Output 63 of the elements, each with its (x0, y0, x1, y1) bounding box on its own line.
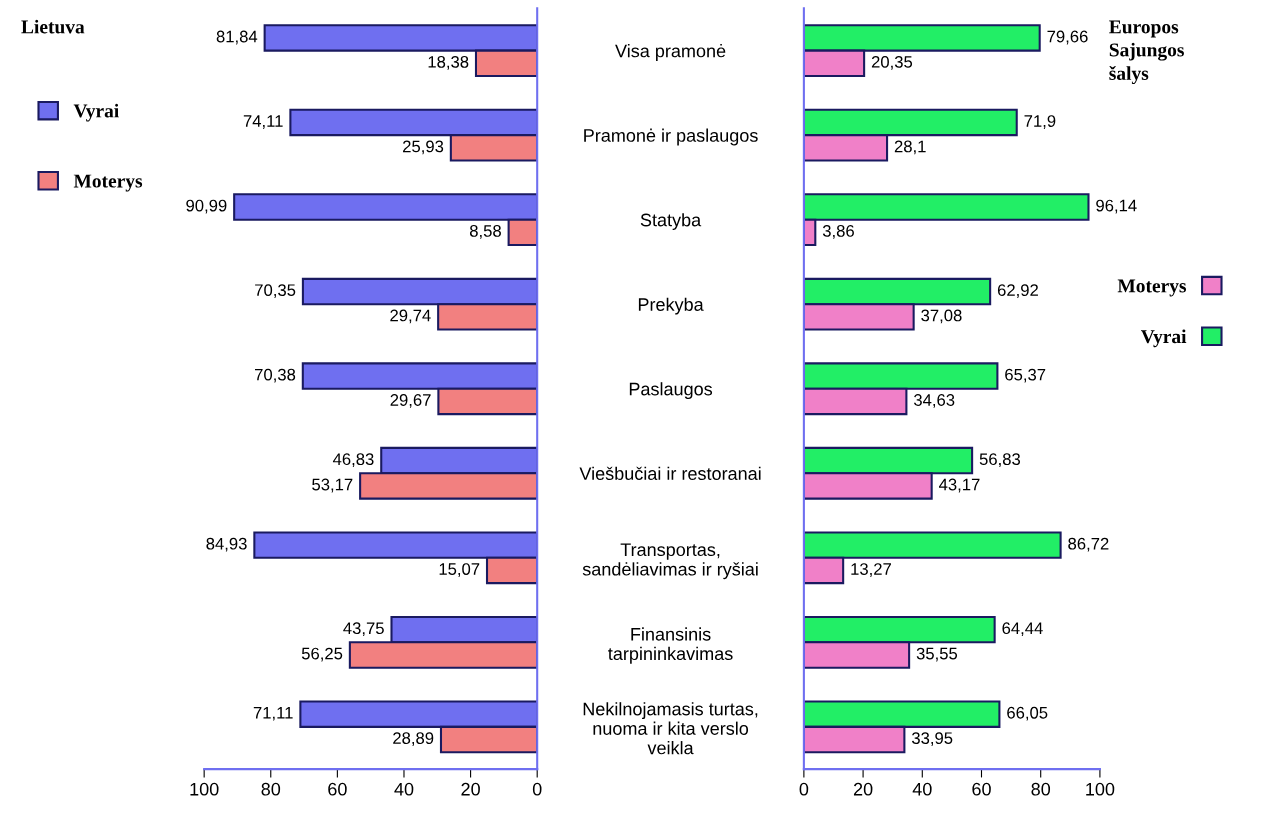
y-tick-label: Visa pramonė (615, 44, 726, 61)
y-tick-label: Statyba (640, 213, 702, 230)
data-label: 53,17 (312, 478, 353, 493)
data-label: 70,38 (255, 368, 296, 383)
x-tick-label: 20 (461, 782, 480, 796)
data-label: 84,93 (206, 537, 247, 552)
text: Europos Sajungos šalys (1109, 20, 1184, 84)
y-tick-label: Prekyba (638, 297, 704, 315)
y-tick-label: Paslaugos (629, 382, 713, 400)
data-label: 28,1 (894, 140, 926, 155)
y-tick-label: Pramonė ir paslaugos (584, 128, 758, 146)
data-label: 29,67 (390, 394, 431, 408)
data-label: 46,83 (332, 453, 374, 468)
x-tick-label: 60 (328, 782, 347, 796)
legend-label: Moterys (1117, 279, 1187, 297)
x-tick-label: 0 (799, 782, 809, 796)
data-label: 79,66 (1047, 30, 1088, 45)
data-label: 37,08 (921, 309, 962, 324)
data-label: 8,58 (469, 225, 501, 239)
data-label: 71,11 (253, 707, 293, 721)
data-label: 25,93 (403, 140, 444, 155)
data-label: 34,63 (913, 394, 955, 408)
data-label: 66,05 (1007, 706, 1048, 721)
data-label: 90,99 (186, 199, 227, 214)
data-label: 96,14 (1096, 199, 1137, 214)
y-tick-label: Transportas, sandėliavimas ir ryšiai (582, 543, 758, 580)
data-label: 3,86 (822, 225, 854, 239)
data-label: 18,38 (428, 55, 469, 70)
x-tick-label: 80 (1031, 782, 1051, 796)
data-label: 13,27 (851, 563, 891, 577)
data-label: 65,37 (1005, 368, 1046, 383)
data-label: 43,75 (343, 622, 384, 637)
x-tick-label: 40 (912, 782, 932, 796)
x-tick-label: 0 (532, 782, 542, 796)
x-tick-label: 100 (1086, 782, 1115, 796)
data-label: 29,74 (390, 309, 431, 324)
y-tick-label: Finansinis tarpininkavimas (608, 627, 733, 664)
chart-title: Lietuva (21, 19, 85, 34)
legend-label: Vyrai (1140, 329, 1187, 348)
y-tick-label: Viešbučiai ir restoranai (579, 466, 761, 480)
data-label: 15,07 (439, 563, 480, 577)
legend-label: Vyrai (73, 103, 119, 122)
y-tick-label: Nekilnojamasis turtas, nuoma ir kita verslo veikla (583, 702, 758, 755)
x-tick-label: 100 (190, 782, 219, 796)
data-label: 70,35 (255, 284, 296, 298)
data-label: 56,25 (301, 647, 343, 662)
data-label: 20,35 (871, 55, 913, 70)
data-label: 74,11 (243, 115, 283, 129)
data-label: 28,89 (393, 732, 434, 746)
x-tick-label: 60 (972, 782, 991, 796)
data-label: 81,84 (216, 30, 258, 45)
data-label: 35,55 (916, 647, 958, 662)
data-label: 43,17 (939, 478, 980, 493)
data-label: 71,9 (1024, 115, 1056, 129)
x-tick-label: 20 (853, 782, 873, 796)
legend-label: Moterys (73, 174, 143, 192)
data-label: 86,72 (1068, 537, 1109, 552)
x-tick-label: 80 (261, 782, 281, 796)
data-label: 33,95 (911, 732, 953, 746)
data-label: 64,44 (1002, 622, 1043, 637)
data-label: 62,92 (997, 284, 1038, 298)
data-label: 56,83 (979, 453, 1021, 468)
x-tick-label: 40 (394, 782, 414, 796)
